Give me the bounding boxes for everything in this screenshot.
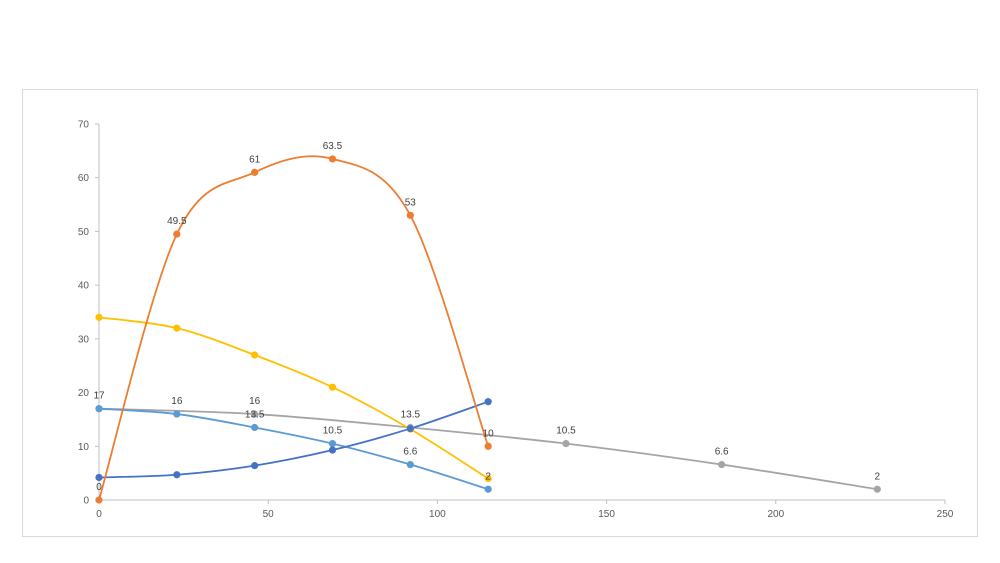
data-label: 2 — [485, 471, 491, 482]
y-tick-label: 10 — [78, 442, 90, 453]
data-label: 17 — [93, 391, 105, 402]
series-line — [98, 407, 878, 491]
data-point — [406, 460, 414, 469]
data-label: 6.6 — [403, 447, 417, 458]
data-point — [718, 460, 726, 469]
data-point — [95, 405, 103, 413]
data-point — [328, 155, 337, 163]
data-label: 10.5 — [556, 426, 576, 437]
data-point — [406, 424, 414, 433]
x-tick-label: 150 — [598, 509, 615, 520]
data-point — [173, 324, 181, 332]
data-point — [328, 383, 337, 391]
data-point — [873, 485, 881, 493]
data-label: 16 — [171, 396, 183, 407]
data-label: 0 — [96, 482, 102, 493]
series-line — [98, 316, 489, 480]
y-tick-label: 60 — [78, 173, 90, 184]
data-point — [328, 446, 337, 454]
series-line — [98, 155, 490, 501]
y-tick-label: 40 — [78, 281, 90, 292]
data-point — [484, 474, 492, 483]
data-point — [484, 485, 492, 493]
data-label: 53 — [405, 197, 417, 208]
data-point — [251, 351, 259, 359]
data-point — [251, 410, 259, 418]
y-tick-label: 20 — [78, 388, 90, 399]
data-label: 61 — [249, 154, 261, 165]
data-point — [173, 471, 181, 479]
data-point — [328, 440, 337, 448]
data-point — [251, 168, 259, 176]
series-points — [95, 155, 881, 504]
data-label: 63.5 — [323, 141, 343, 152]
data-label: 13.5 — [401, 409, 421, 420]
data-point — [484, 442, 492, 450]
chart-area — [22, 89, 978, 537]
data-label: 13.5 — [245, 409, 265, 420]
data-label: 2 — [875, 471, 881, 482]
y-tick-label: 0 — [83, 496, 89, 507]
y-tick-label: 30 — [78, 334, 90, 345]
data-label: 10.5 — [323, 426, 343, 437]
series-line — [98, 407, 489, 491]
data-label: 6.6 — [715, 447, 729, 458]
x-tick-label: 0 — [96, 509, 102, 520]
data-point — [173, 230, 181, 238]
data-point — [95, 313, 103, 321]
data-point — [251, 423, 259, 432]
data-label: 10 — [483, 428, 495, 439]
x-tick-label: 50 — [263, 509, 275, 520]
x-tick-label: 200 — [767, 509, 784, 520]
y-tick-label: 70 — [78, 120, 90, 131]
data-point — [406, 211, 414, 219]
x-tick-label: 250 — [937, 509, 954, 520]
data-point — [173, 410, 181, 418]
y-tick-label: 50 — [78, 227, 90, 238]
series-line — [98, 400, 489, 479]
data-labels: 17 16 13.5 10.5 6.6 2 16 13.5 10.5 6.6 2 0 49.5 61 63.… — [93, 141, 880, 493]
data-point — [95, 473, 103, 482]
x-tick-label: 100 — [429, 509, 446, 520]
data-label: 16 — [249, 396, 261, 407]
data-point — [484, 398, 492, 406]
data-point — [562, 440, 570, 448]
data-point — [95, 496, 103, 504]
data-label: 49.5 — [167, 216, 187, 227]
data-point — [251, 462, 259, 470]
